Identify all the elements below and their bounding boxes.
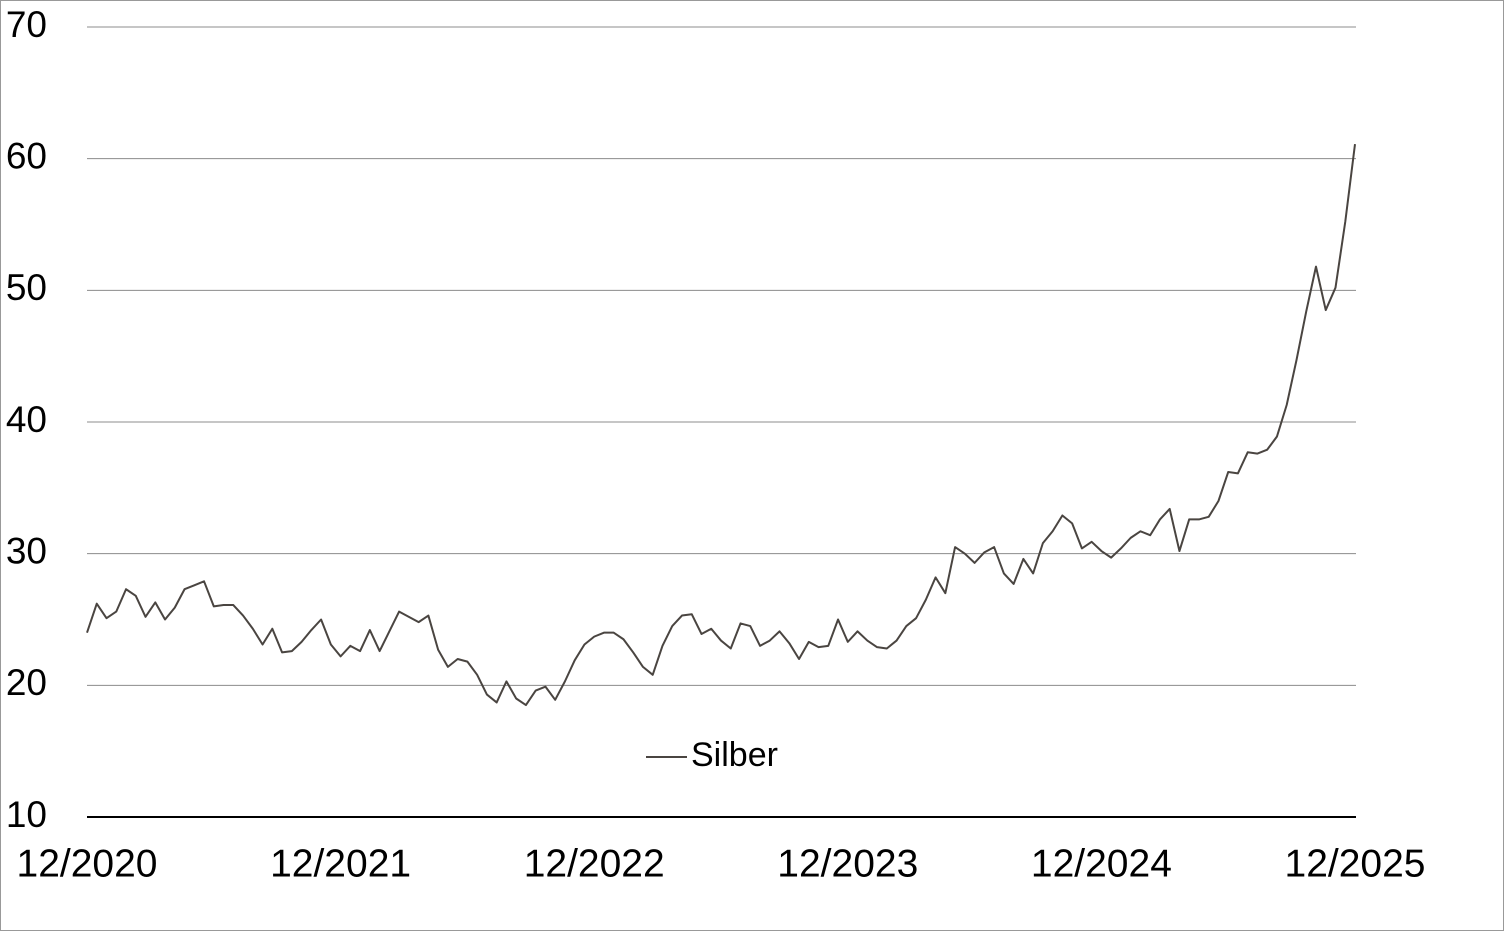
y-tick-label: 50 bbox=[6, 267, 47, 308]
y-tick-label: 10 bbox=[6, 794, 47, 835]
data-line bbox=[86, 144, 1356, 707]
y-tick-label: 70 bbox=[6, 4, 47, 45]
x-tick-label: 12/2025 bbox=[1285, 842, 1426, 885]
y-tick-label: 60 bbox=[6, 135, 47, 176]
x-tick-label: 12/2022 bbox=[524, 842, 665, 885]
y-tick-label: 40 bbox=[6, 399, 47, 440]
x-tick-label: 12/2023 bbox=[777, 842, 918, 885]
y-tick-label: 30 bbox=[6, 530, 47, 571]
x-tick-label: 12/2020 bbox=[17, 842, 158, 885]
y-tick-label: 20 bbox=[6, 662, 47, 703]
x-tick-label: 12/2024 bbox=[1031, 842, 1172, 885]
x-tick-label: 12/2021 bbox=[270, 842, 411, 885]
legend-label: Silber bbox=[691, 736, 778, 774]
